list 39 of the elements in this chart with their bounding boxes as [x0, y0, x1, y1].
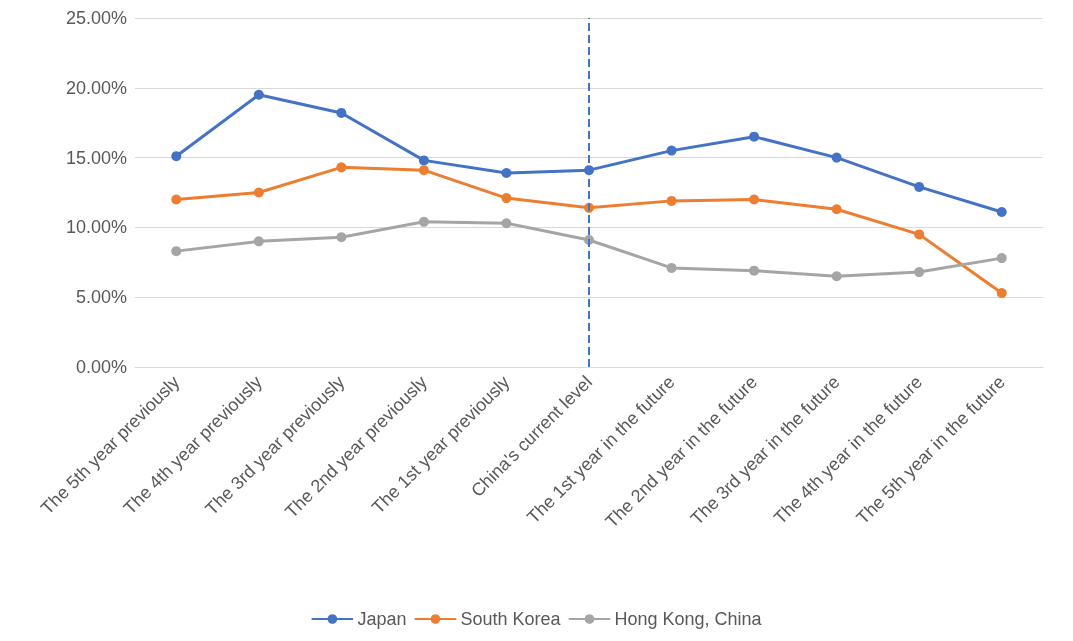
point — [914, 181, 925, 192]
point — [336, 107, 347, 118]
y-tick-label: 15.00% — [65, 147, 127, 168]
point — [171, 194, 182, 205]
point — [253, 236, 264, 247]
point — [418, 165, 429, 176]
point — [501, 193, 512, 204]
point — [996, 207, 1007, 218]
y-tick-label: 5.00% — [75, 287, 127, 308]
y-tick-label: 10.00% — [65, 217, 127, 238]
point — [501, 218, 512, 229]
point — [666, 145, 677, 156]
point — [336, 232, 347, 243]
point — [666, 195, 677, 206]
legend-label: Hong Kong, China — [614, 609, 763, 629]
legend-label: Japan — [357, 609, 407, 629]
point — [996, 288, 1007, 299]
point — [171, 246, 182, 257]
point — [831, 204, 842, 215]
point — [418, 216, 429, 227]
legend-label: South Korea — [460, 609, 562, 629]
point — [914, 267, 925, 278]
point — [253, 89, 264, 100]
y-tick-label: 25.00% — [65, 8, 127, 28]
point — [914, 229, 925, 240]
point — [749, 131, 760, 142]
point — [749, 265, 760, 276]
point — [996, 253, 1007, 264]
y-tick-label: 20.00% — [65, 77, 127, 98]
point — [171, 151, 182, 162]
point — [831, 152, 842, 163]
point — [418, 155, 429, 166]
point — [253, 187, 264, 198]
point — [749, 194, 760, 205]
point — [666, 262, 677, 273]
point — [831, 271, 842, 282]
point — [336, 162, 347, 173]
y-tick-label: 0.00% — [75, 357, 127, 377]
point — [501, 167, 512, 178]
